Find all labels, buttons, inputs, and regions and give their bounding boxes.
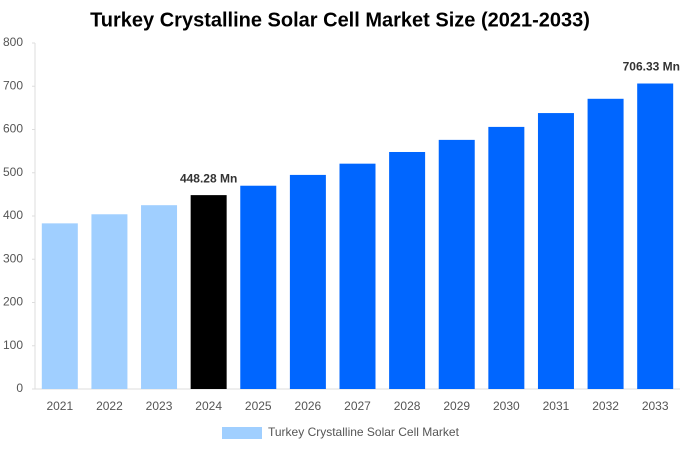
x-tick-label: 2029 <box>443 399 470 413</box>
y-tick-label: 0 <box>16 381 23 395</box>
x-tick-label: 2030 <box>493 399 520 413</box>
value-label: 448.28 Mn <box>180 171 237 185</box>
bar <box>438 139 475 389</box>
bar <box>190 195 227 389</box>
bar <box>587 98 624 389</box>
x-tick-label: 2027 <box>344 399 371 413</box>
y-tick-label: 100 <box>3 338 23 352</box>
y-tick-label: 200 <box>3 295 23 309</box>
x-tick-label: 2025 <box>245 399 272 413</box>
bar <box>339 163 376 389</box>
x-tick-label: 2021 <box>46 399 73 413</box>
x-tick-label: 2033 <box>642 399 669 413</box>
bar <box>41 223 78 389</box>
bar <box>537 113 574 389</box>
y-tick-label: 800 <box>3 35 23 49</box>
legend-swatch <box>222 427 262 439</box>
y-tick-label: 700 <box>3 78 23 92</box>
x-tick-label: 2023 <box>146 399 173 413</box>
bar <box>141 205 178 389</box>
bar <box>289 174 326 389</box>
y-tick-label: 300 <box>3 251 23 265</box>
x-tick-label: 2028 <box>394 399 421 413</box>
y-tick-label: 600 <box>3 122 23 136</box>
value-label: 706.33 Mn <box>623 60 680 74</box>
legend-label: Turkey Crystalline Solar Cell Market <box>268 425 460 439</box>
bar <box>389 151 426 389</box>
x-tick-label: 2032 <box>592 399 619 413</box>
bar <box>488 126 525 389</box>
x-tick-label: 2031 <box>543 399 570 413</box>
x-tick-label: 2022 <box>96 399 123 413</box>
x-tick-label: 2026 <box>295 399 322 413</box>
x-tick-label: 2024 <box>195 399 222 413</box>
bar <box>637 83 674 390</box>
bar <box>91 214 128 389</box>
y-tick-label: 400 <box>3 208 23 222</box>
chart-title: Turkey Crystalline Solar Cell Market Siz… <box>90 9 590 31</box>
bar <box>240 185 277 389</box>
y-tick-label: 500 <box>3 165 23 179</box>
